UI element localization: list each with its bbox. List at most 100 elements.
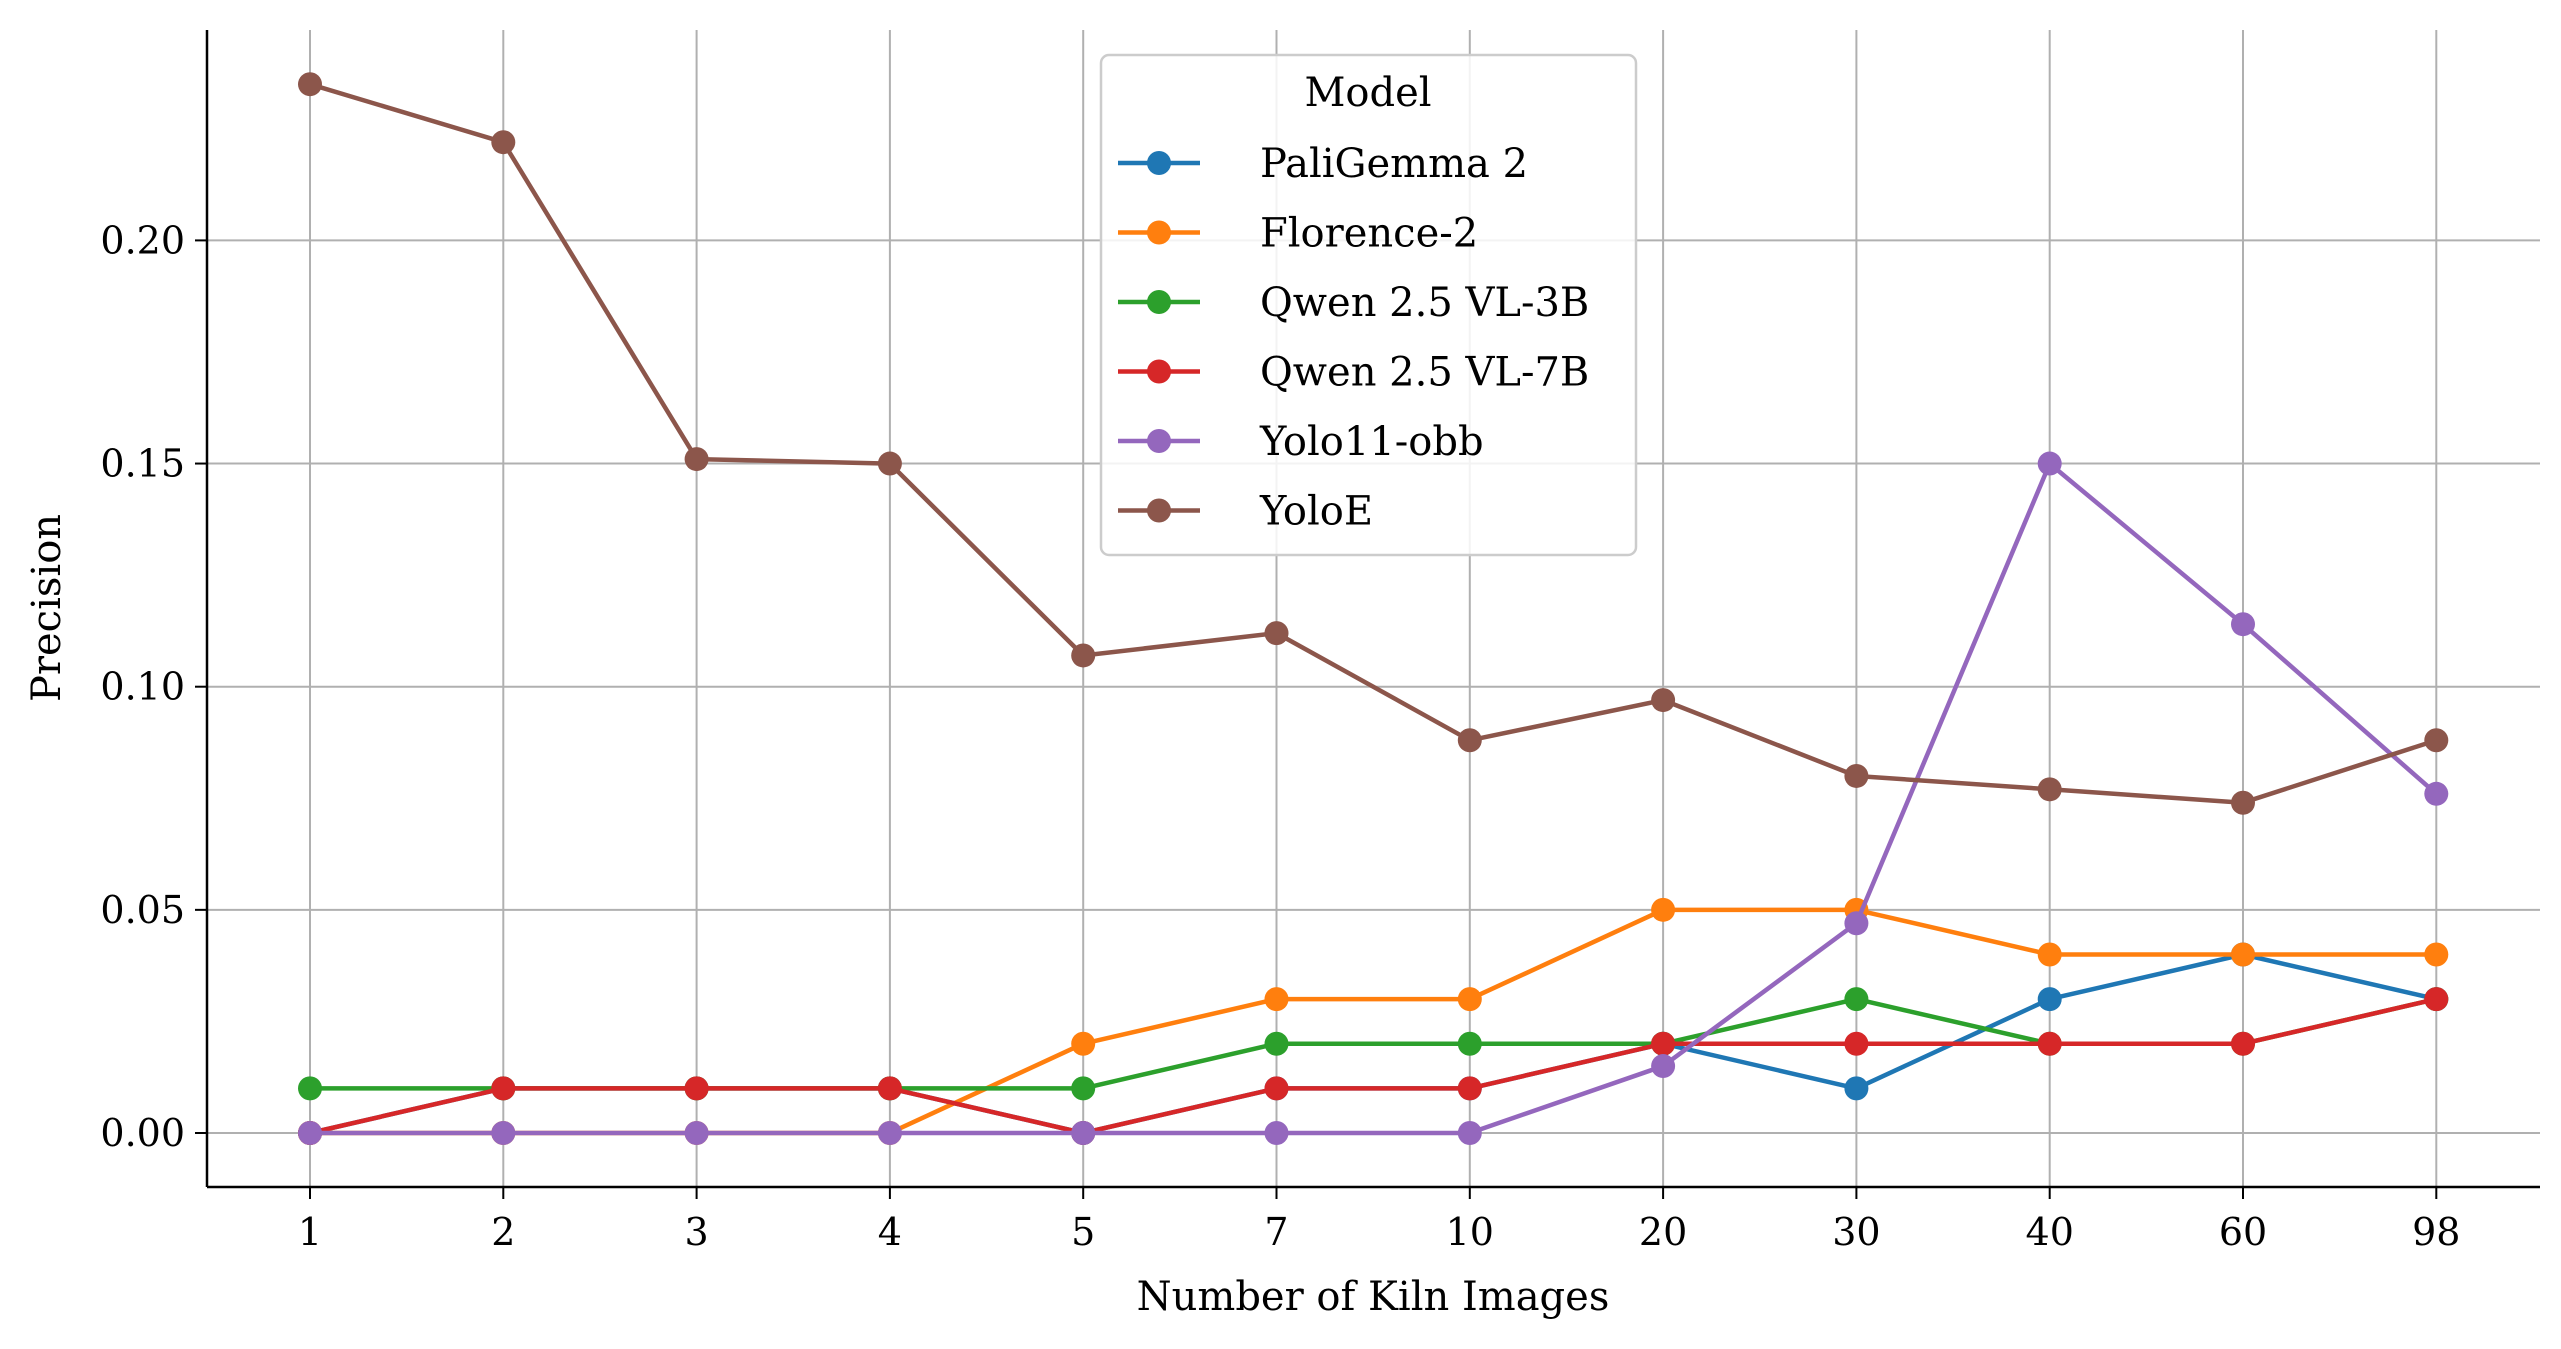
legend-swatch-marker (1147, 151, 1171, 175)
data-point (1651, 897, 1676, 922)
data-point (2231, 1031, 2255, 1056)
data-point (1264, 621, 1289, 646)
legend-swatch-marker (1147, 429, 1171, 453)
legend-swatch-marker (1147, 290, 1171, 314)
x-tick-label: 2 (491, 1210, 515, 1254)
legend-swatch-marker (1147, 220, 1171, 245)
data-point (491, 1076, 516, 1101)
legend-label: Qwen 2.5 VL-7B (1260, 350, 1589, 396)
data-point (1457, 1121, 1482, 1145)
x-tick-label: 7 (1264, 1210, 1288, 1254)
data-point (298, 1121, 322, 1145)
data-point (2231, 612, 2255, 637)
legend-label: Qwen 2.5 VL-3B (1260, 280, 1589, 326)
y-axis-label: Precision (24, 514, 70, 702)
data-point (2037, 942, 2062, 967)
data-point (1651, 1054, 1676, 1079)
y-tick-label: 0.05 (100, 888, 185, 932)
data-point (2037, 777, 2062, 802)
data-point (877, 1121, 902, 1145)
axes (205, 30, 2540, 1189)
legend-entry: Yolo11-obb (1118, 419, 1484, 465)
data-point (2037, 451, 2062, 476)
y-tick-label: 0.20 (100, 218, 185, 262)
legend-box (1099, 53, 1638, 557)
x-tick-label: 4 (878, 1210, 902, 1254)
data-point (2037, 1031, 2062, 1056)
legend-swatch-marker (1147, 498, 1171, 523)
legend-entry: Florence-2 (1118, 211, 1478, 257)
legend-entry: Qwen 2.5 VL-3B (1118, 280, 1589, 326)
series-group (298, 987, 2449, 1145)
legend-label: YoloE (1259, 489, 1373, 535)
data-point (2424, 942, 2449, 967)
data-point (2424, 781, 2449, 806)
x-tick-label: 10 (1446, 1210, 1494, 1254)
data-point (1264, 1076, 1289, 1101)
data-point (1844, 911, 1869, 936)
legend: Model PaliGemma 2 Florence-2 Qwen 2.5 VL-3… (1099, 53, 1638, 557)
data-point (2231, 942, 2255, 967)
legend-entry: PaliGemma 2 (1118, 141, 1528, 187)
data-point (1264, 1031, 1289, 1056)
data-point (1071, 1076, 1096, 1101)
data-point (1264, 1121, 1289, 1145)
data-point (1457, 728, 1482, 753)
series-group (298, 72, 2449, 815)
data-point (684, 1076, 709, 1101)
data-point (491, 1121, 516, 1145)
data-point (2424, 728, 2449, 753)
legend-swatch-marker (1147, 359, 1171, 384)
y-tick-label: 0.10 (100, 665, 185, 709)
series-line (309, 82, 2437, 805)
series-line (309, 996, 2437, 1136)
data-point (298, 1076, 322, 1101)
x-tick-label: 30 (1832, 1210, 1880, 1254)
legend-label: Florence-2 (1260, 211, 1478, 257)
y-tick-label: 0.00 (100, 1111, 185, 1155)
x-tick-label: 20 (1639, 1210, 1687, 1254)
series-group (298, 451, 2449, 1145)
data-point (2231, 790, 2255, 815)
data-point (298, 72, 322, 97)
series-line (310, 461, 2438, 1136)
data-point (1457, 1076, 1482, 1101)
data-point (1651, 1031, 1676, 1056)
data-point (1651, 688, 1676, 713)
data-point (2424, 987, 2449, 1012)
data-point (491, 130, 516, 155)
series-group (298, 897, 2449, 1145)
legend-entries: PaliGemma 2 Florence-2 Qwen 2.5 VL-3B Qwen … (1118, 141, 1589, 535)
legend-entry: YoloE (1118, 489, 1373, 535)
series-line (310, 907, 2437, 1136)
x-tick-label: 5 (1071, 1210, 1095, 1254)
legend-label: Yolo11-obb (1259, 419, 1484, 465)
data-point (1844, 763, 1869, 788)
x-tick-label: 3 (685, 1210, 709, 1254)
tick-labels: 1 2 3 4 5 7 10 20 30 40 60 98 0.00 0.05 0.10 0.15 0.20 (100, 218, 2460, 1254)
data-point (877, 451, 902, 476)
x-tick-label: 98 (2412, 1210, 2460, 1254)
data-point (877, 1076, 902, 1101)
data-point (1071, 643, 1096, 668)
x-tick-label: 1 (298, 1210, 322, 1254)
series-lines (298, 72, 2449, 1145)
data-point (1844, 1031, 1869, 1056)
data-point (1844, 1076, 1869, 1101)
x-tick-label: 60 (2219, 1210, 2267, 1254)
x-tick-label: 40 (2026, 1210, 2074, 1254)
data-point (1264, 987, 1289, 1012)
data-point (684, 1121, 709, 1145)
data-point (1844, 987, 1869, 1012)
data-point (1071, 1031, 1096, 1056)
data-point (1071, 1121, 1096, 1145)
legend-label: PaliGemma 2 (1260, 141, 1528, 187)
data-point (1457, 987, 1482, 1012)
x-axis-label: Number of Kiln Images (1137, 1274, 1610, 1320)
data-point (2037, 987, 2062, 1012)
legend-title: Model (1304, 70, 1431, 116)
data-point (684, 447, 709, 472)
y-tick-label: 0.15 (100, 442, 185, 486)
legend-entry: Qwen 2.5 VL-7B (1118, 350, 1589, 396)
